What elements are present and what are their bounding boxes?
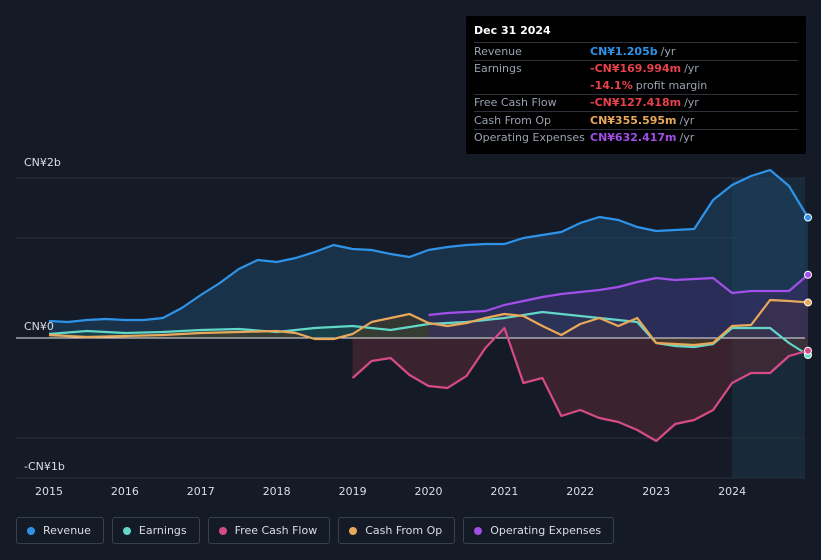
end-marker-free-cash-flow	[804, 346, 812, 355]
tooltip-row-label: Earnings	[474, 62, 522, 76]
series-lines	[48, 168, 809, 443]
tooltip-row-label: Operating Expenses	[474, 131, 585, 145]
legend-dot-icon	[474, 526, 483, 535]
line-operating-expenses	[428, 273, 809, 317]
legend-dot-icon	[218, 526, 227, 535]
gridlines	[16, 177, 805, 479]
x-tick-label: 2021	[490, 485, 518, 498]
tooltip-row-unit: /yr	[684, 62, 699, 76]
x-axis-labels: 2015 2016 2017 2018 2019 2020 2021 2022 2023 2024	[35, 485, 746, 498]
x-tick-label: 2018	[263, 485, 291, 498]
y-axis-labels: CN¥2b CN¥0 -CN¥1b	[24, 156, 65, 473]
tooltip-row-label: Revenue	[474, 44, 522, 58]
tooltip-panel: Dec 31 2024 Revenue CN¥1.205b/yr Earnings -…	[466, 16, 806, 154]
tooltip-row: Operating Expenses CN¥632.417m/yr	[474, 128, 798, 147]
legend-label: Earnings	[138, 524, 187, 537]
line-revenue	[48, 168, 809, 324]
tooltip-date: Dec 31 2024	[474, 24, 551, 37]
line-cash-from-op	[48, 298, 809, 347]
legend-dot-icon	[349, 526, 358, 535]
x-tick-label: 2016	[111, 485, 139, 498]
tooltip-row: Free Cash Flow -CN¥127.418m/yr	[474, 93, 798, 112]
tooltip-row-value: CN¥355.595m	[590, 113, 677, 127]
legend-label: Operating Expenses	[490, 524, 602, 537]
legend-label: Cash From Op	[365, 524, 443, 537]
y-tick-label: CN¥2b	[24, 156, 61, 169]
end-marker-revenue	[804, 213, 812, 222]
legend-dot-icon	[27, 526, 35, 535]
line-free-cash-flow	[351, 326, 809, 443]
end-marker-cash-from-op	[804, 298, 812, 307]
legend-item-cash-from-op[interactable]: Cash From Op	[338, 517, 456, 544]
legend-dot-icon	[122, 526, 131, 535]
y-tick-label: -CN¥1b	[24, 460, 65, 473]
legend-label: Free Cash Flow	[234, 524, 318, 537]
tooltip-row: Revenue CN¥1.205b/yr	[474, 42, 798, 60]
area-free-cash-flow	[352, 328, 808, 441]
tooltip-row-unit: /yr	[660, 44, 676, 58]
tooltip-row-value: -CN¥169.994m	[590, 62, 682, 76]
legend: Revenue Earnings Free Cash Flow Cash From O…	[16, 517, 622, 544]
x-tick-label: 2024	[718, 485, 746, 498]
area-operating-expenses	[428, 274, 808, 338]
x-tick-label: 2023	[642, 485, 670, 498]
legend-item-revenue[interactable]: Revenue	[16, 517, 104, 544]
tooltip-row: -14.1% profit margin	[474, 77, 798, 94]
tooltip-row-unit: /yr	[679, 131, 695, 145]
x-tick-label: 2020	[415, 485, 443, 498]
x-tick-label: 2015	[35, 485, 63, 498]
legend-label: Revenue	[43, 524, 91, 537]
tooltip-row-value: CN¥1.205b	[590, 44, 658, 58]
tooltip-rows: Revenue CN¥1.205b/yr Earnings -CN¥169.994m /…	[474, 42, 798, 146]
x-tick-label: 2019	[339, 485, 367, 498]
tooltip-row-unit: profit margin	[635, 78, 708, 92]
tooltip-row-label: Cash From Op	[474, 113, 552, 127]
tooltip-row: Cash From Op CN¥355.595m/yr	[474, 111, 798, 129]
tooltip-row-value: CN¥632.417m	[590, 131, 677, 145]
tooltip-row-value: -CN¥127.418m	[590, 96, 682, 110]
legend-item-operating-expenses[interactable]: Operating Expenses	[463, 517, 615, 544]
end-marker-operating-expenses	[804, 270, 812, 279]
x-tick-label: 2022	[566, 485, 594, 498]
tooltip-row-value: -14.1%	[590, 78, 633, 92]
series-areas	[49, 170, 808, 441]
tooltip-row-unit: /yr	[679, 113, 695, 127]
tooltip-row: Earnings -CN¥169.994m/yr	[474, 59, 798, 78]
tooltip-row-label: Free Cash Flow	[474, 96, 557, 110]
y-tick-label: CN¥0	[24, 320, 54, 333]
x-tick-label: 2017	[187, 485, 215, 498]
legend-item-free-cash-flow[interactable]: Free Cash Flow	[207, 517, 331, 544]
tooltip-row-unit: /yr	[684, 96, 699, 110]
series-end-markers	[804, 213, 812, 359]
legend-item-earnings[interactable]: Earnings	[111, 517, 200, 544]
